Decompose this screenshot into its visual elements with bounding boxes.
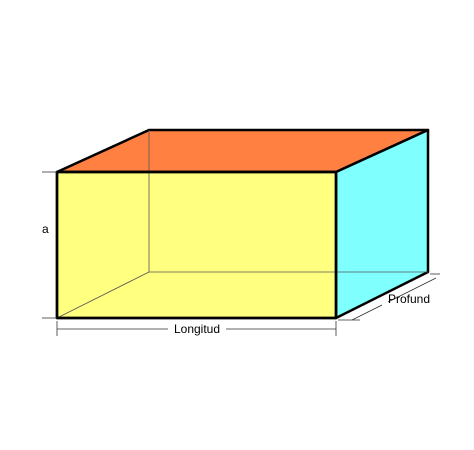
depth-dimension — [338, 273, 440, 321]
depth-label: Profund — [388, 292, 430, 306]
prism-front-face — [55, 170, 338, 320]
prism-hidden-edges — [56, 130, 428, 319]
length-dimension — [56, 321, 337, 336]
depth-line-lower — [351, 304, 383, 321]
depth-line-upper — [387, 277, 437, 303]
prism-front-outline — [55, 170, 338, 320]
height-dimension — [42, 171, 57, 319]
length-label: Longitud — [174, 322, 220, 336]
hidden-edge-bottom-left — [56, 271, 150, 319]
height-label: a — [42, 222, 49, 236]
